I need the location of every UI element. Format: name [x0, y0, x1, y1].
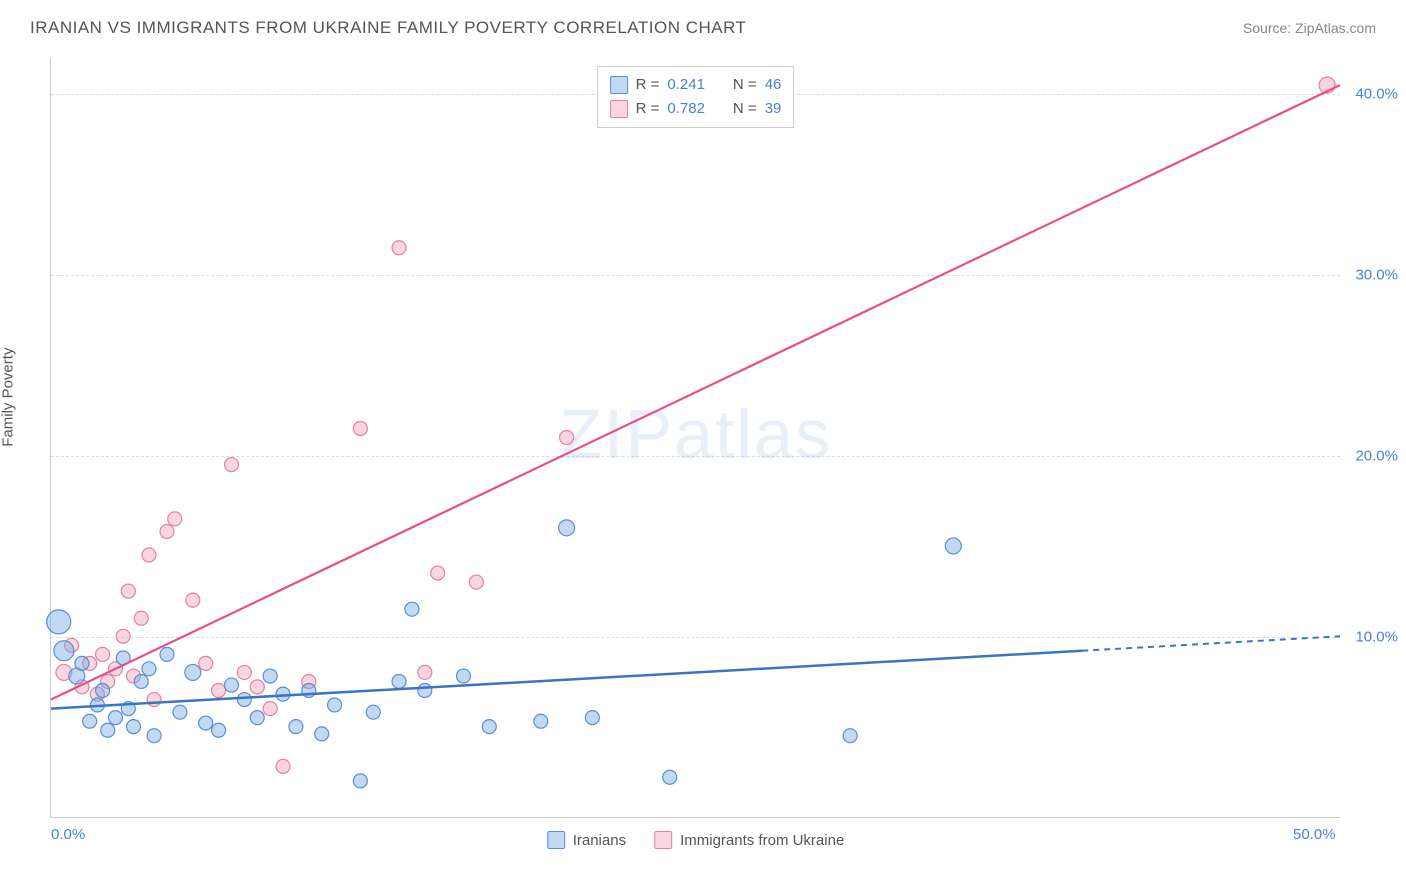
scatter-point — [585, 711, 599, 725]
scatter-point — [96, 684, 110, 698]
chart-container: Family Poverty ZIPatlas R =0.241N =46R =… — [0, 48, 1406, 888]
scatter-point — [663, 770, 677, 784]
scatter-point — [469, 575, 483, 589]
scatter-point — [116, 629, 130, 643]
scatter-point — [147, 693, 161, 707]
scatter-point — [199, 656, 213, 670]
scatter-point — [418, 684, 432, 698]
scatter-point — [127, 720, 141, 734]
scatter-point — [482, 720, 496, 734]
x-tick-label: 0.0% — [51, 826, 85, 843]
scatter-point — [101, 723, 115, 737]
scatter-point — [147, 729, 161, 743]
stats-legend-row: R =0.241N =46 — [610, 73, 782, 97]
scatter-point — [173, 705, 187, 719]
scatter-point — [237, 693, 251, 707]
scatter-point — [263, 669, 277, 683]
scatter-point — [47, 610, 71, 634]
scatter-point — [212, 684, 226, 698]
scatter-point — [366, 705, 380, 719]
scatter-point — [83, 714, 97, 728]
scatter-point — [315, 727, 329, 741]
scatter-point — [160, 524, 174, 538]
scatter-point — [263, 702, 277, 716]
y-tick-label: 20.0% — [1355, 448, 1398, 465]
legend-swatch — [610, 76, 628, 94]
scatter-point — [945, 538, 961, 554]
scatter-point — [250, 711, 264, 725]
x-tick-label: 50.0% — [1293, 826, 1336, 843]
scatter-point — [560, 431, 574, 445]
scatter-point — [392, 241, 406, 255]
scatter-point — [96, 647, 110, 661]
legend-swatch — [654, 831, 672, 849]
trend-line — [1082, 636, 1340, 650]
scatter-point — [160, 647, 174, 661]
scatter-point — [224, 458, 238, 472]
scatter-point — [224, 678, 238, 692]
plot-area: ZIPatlas R =0.241N =46R =0.782N =39 Iran… — [50, 58, 1340, 818]
trend-line — [51, 85, 1340, 699]
chart-svg — [51, 58, 1340, 817]
scatter-point — [185, 664, 201, 680]
scatter-point — [276, 759, 290, 773]
stats-legend: R =0.241N =46R =0.782N =39 — [597, 66, 795, 128]
scatter-point — [289, 720, 303, 734]
scatter-point — [392, 674, 406, 688]
y-tick-label: 10.0% — [1355, 629, 1398, 646]
legend-swatch — [547, 831, 565, 849]
scatter-point — [142, 548, 156, 562]
scatter-point — [456, 669, 470, 683]
scatter-point — [237, 665, 251, 679]
scatter-point — [186, 593, 200, 607]
scatter-point — [121, 584, 135, 598]
legend-swatch — [610, 100, 628, 118]
scatter-point — [418, 665, 432, 679]
scatter-point — [328, 698, 342, 712]
chart-source: Source: ZipAtlas.com — [1243, 20, 1376, 36]
scatter-point — [250, 680, 264, 694]
scatter-point — [168, 512, 182, 526]
scatter-point — [353, 774, 367, 788]
scatter-point — [353, 421, 367, 435]
y-axis-label: Family Poverty — [0, 348, 17, 447]
scatter-point — [534, 714, 548, 728]
bottom-legend: Iranians Immigrants from Ukraine — [547, 831, 845, 849]
scatter-point — [843, 729, 857, 743]
scatter-point — [54, 641, 74, 661]
scatter-point — [212, 723, 226, 737]
bottom-legend-item: Iranians — [547, 831, 626, 849]
y-tick-label: 30.0% — [1355, 267, 1398, 284]
scatter-point — [108, 711, 122, 725]
y-tick-label: 40.0% — [1355, 86, 1398, 103]
stats-legend-row: R =0.782N =39 — [610, 97, 782, 121]
chart-title: IRANIAN VS IMMIGRANTS FROM UKRAINE FAMIL… — [30, 18, 746, 38]
scatter-point — [405, 602, 419, 616]
bottom-legend-item: Immigrants from Ukraine — [654, 831, 844, 849]
scatter-point — [199, 716, 213, 730]
scatter-point — [134, 674, 148, 688]
scatter-point — [134, 611, 148, 625]
chart-header: IRANIAN VS IMMIGRANTS FROM UKRAINE FAMIL… — [0, 0, 1406, 48]
scatter-point — [559, 520, 575, 536]
scatter-point — [75, 656, 89, 670]
scatter-point — [431, 566, 445, 580]
scatter-point — [142, 662, 156, 676]
